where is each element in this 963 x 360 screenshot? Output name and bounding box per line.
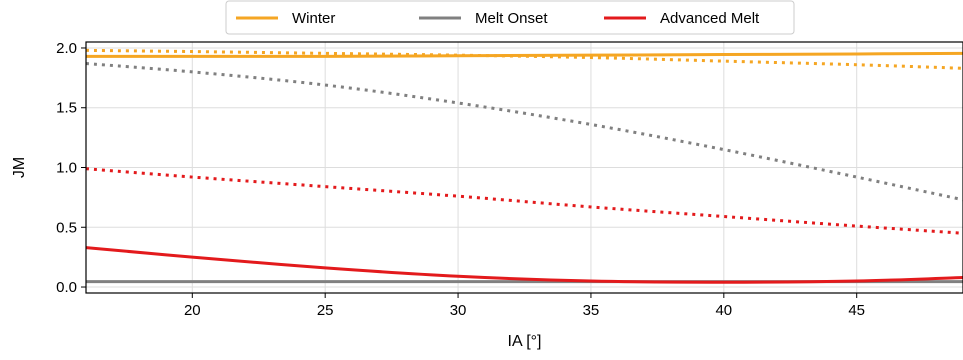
y-tick-label: 2.0 — [56, 40, 77, 57]
y-tick-label: 0.5 — [56, 219, 77, 236]
ticks: 20 25 30 35 40 45 0.0 0.5 1.0 1.5 2.0 — [56, 40, 865, 319]
x-tick-label: 40 — [715, 302, 732, 319]
legend-label-winter: Winter — [292, 10, 335, 27]
x-tick-label: 45 — [848, 302, 865, 319]
x-tick-label: 35 — [583, 302, 600, 319]
series-line-advanced-melt-solid — [86, 246, 963, 284]
x-axis-label: IA [°] — [508, 333, 542, 350]
legend: Winter Melt Onset Advanced Melt — [225, 0, 795, 35]
y-tick-label: 0.0 — [56, 279, 77, 296]
y-tick-label: 1.0 — [56, 160, 77, 177]
legend-box — [225, 0, 795, 35]
legend-label-melt-onset: Melt Onset — [475, 10, 548, 27]
x-tick-label: 20 — [184, 302, 201, 319]
grid — [86, 42, 963, 293]
series-line-melt-onset-dotted — [86, 62, 963, 202]
x-tick-label: 30 — [450, 302, 467, 319]
series-line-winter-solid — [86, 51, 963, 58]
series-lines — [86, 48, 963, 284]
legend-label-advanced-melt: Advanced Melt — [660, 10, 760, 27]
series-line-advanced-melt-dotted — [86, 167, 963, 235]
y-tick-label: 1.5 — [56, 100, 77, 117]
y-axis-label: JM — [11, 157, 28, 178]
x-tick-label: 25 — [317, 302, 334, 319]
